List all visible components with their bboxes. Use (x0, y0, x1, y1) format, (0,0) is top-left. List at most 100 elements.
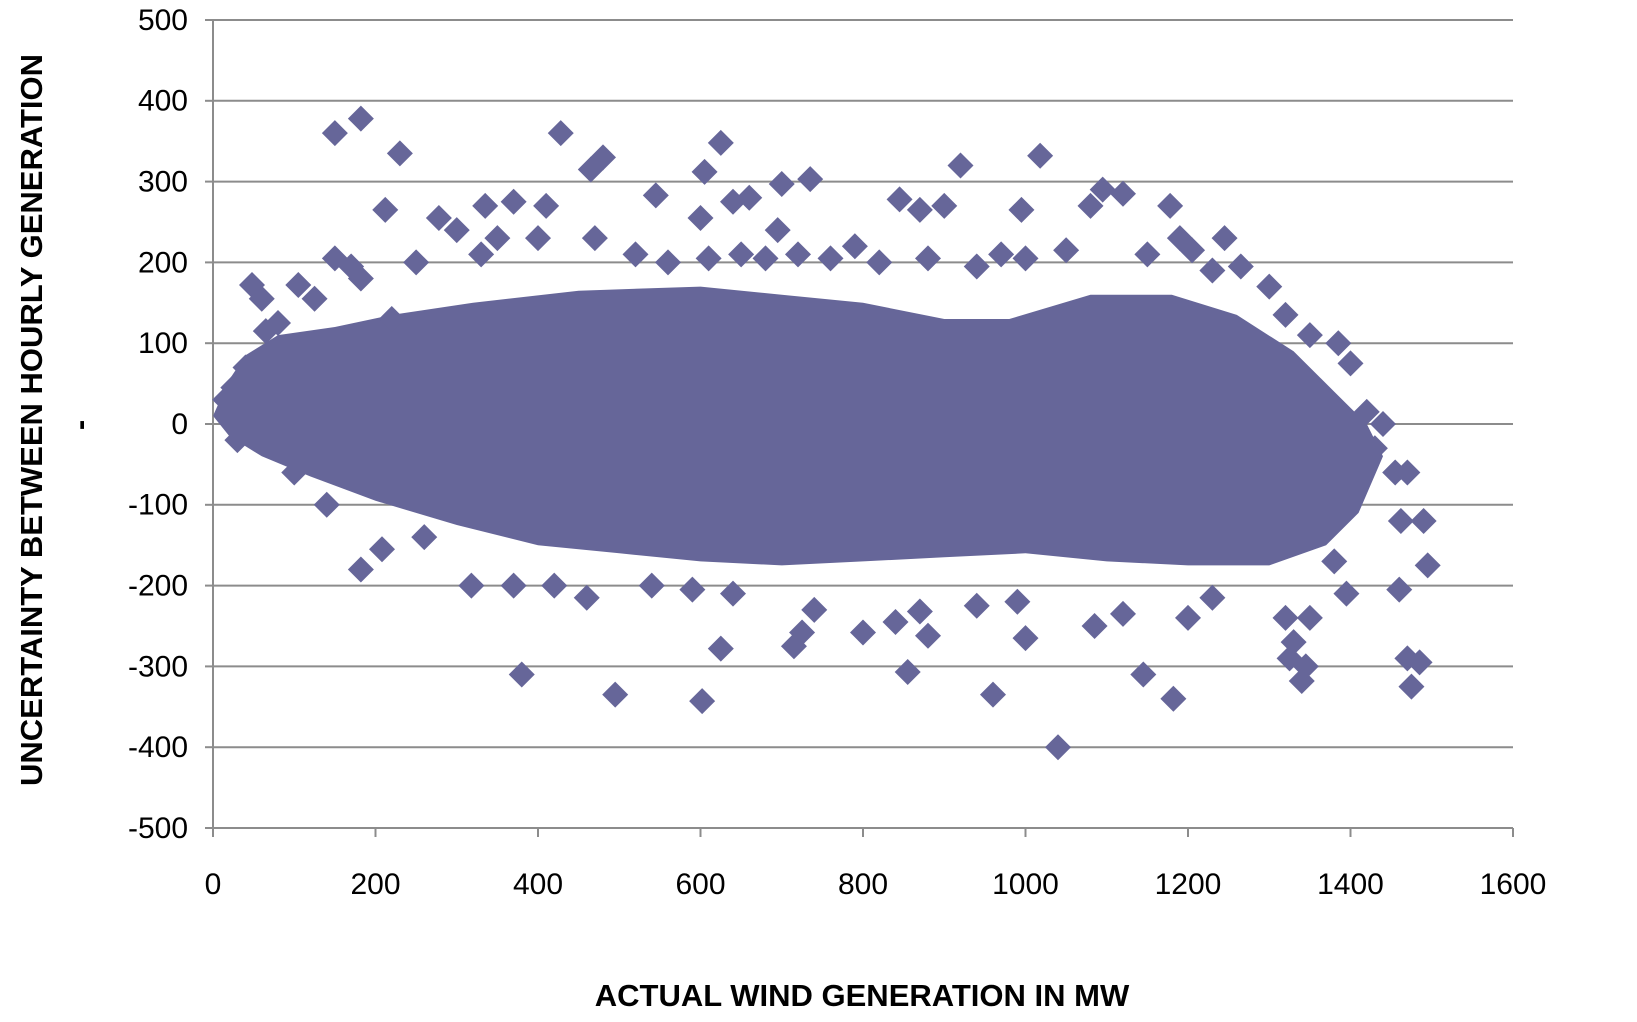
y-tick-label: 300 (138, 166, 188, 199)
scatter-point (1386, 576, 1413, 603)
scatter-dense-region (213, 286, 1383, 566)
scatter-point (1175, 604, 1201, 631)
scatter-point (1012, 625, 1039, 652)
scatter-point (313, 491, 340, 518)
y-tick-label: 400 (138, 85, 188, 118)
scatter-point (468, 241, 495, 268)
scatter-point (1045, 734, 1071, 761)
scatter-point (1394, 459, 1421, 486)
x-tick-label: 200 (350, 868, 400, 901)
scatter-point (1110, 600, 1136, 627)
scatter-point (797, 166, 824, 193)
scatter-point (707, 129, 734, 156)
scatter-point (817, 245, 844, 272)
scatter-point (988, 241, 1015, 268)
scatter-point (1337, 350, 1364, 377)
x-axis-title: ACTUAL WIND GENERATION IN MW (595, 978, 1130, 1013)
scatter-point (720, 580, 746, 607)
scatter-point (980, 681, 1006, 708)
scatter-point (882, 608, 909, 635)
x-tick-label: 600 (675, 868, 725, 901)
y-tick-label: -300 (128, 650, 188, 683)
scatter-point (642, 182, 669, 209)
axes (205, 19, 1514, 837)
scatter-point (228, 419, 255, 446)
scatter-point (1406, 649, 1433, 676)
scatter-point (1199, 584, 1226, 611)
y-tick-label: -100 (128, 489, 188, 522)
scatter-point (347, 265, 374, 292)
scatter-point (577, 156, 604, 183)
scatter-point (508, 661, 535, 688)
scatter-point (386, 140, 413, 167)
data-points (212, 105, 1441, 761)
scatter-point (472, 192, 499, 219)
scatter-point (1333, 580, 1360, 607)
scatter-point (1256, 273, 1283, 300)
scatter-point (1160, 685, 1187, 712)
scatter-point (963, 592, 990, 619)
scatter-point (764, 217, 791, 244)
scatter-point (541, 572, 568, 599)
scatter-point (906, 598, 933, 625)
scatter-point (369, 536, 395, 563)
x-tick-label: 400 (513, 868, 563, 901)
scatter-point (458, 572, 485, 599)
scatter-point (1053, 237, 1080, 264)
y-tick-label: 500 (138, 4, 188, 37)
scatter-point (1370, 411, 1396, 437)
scatter-point (1199, 257, 1226, 284)
scatter-point (285, 272, 312, 299)
scatter-point (841, 233, 868, 260)
y-tick-label: 200 (138, 246, 188, 279)
scatter-point (1321, 548, 1348, 575)
scatter-point (1004, 588, 1031, 615)
scatter-point (1296, 322, 1323, 349)
scatter-point (347, 105, 374, 132)
scatter-point (301, 285, 328, 312)
scatter-point (1272, 301, 1299, 328)
scatter-point (220, 374, 247, 401)
scatter-point (321, 120, 348, 147)
scatter-point (1077, 192, 1104, 219)
scatter-point (1410, 507, 1437, 534)
scatter-point (687, 204, 714, 231)
scatter-point (484, 225, 511, 252)
scatter-point (1027, 142, 1054, 169)
scatter-point (866, 249, 893, 276)
scatter-point (525, 225, 551, 252)
scatter-point (707, 635, 734, 662)
scatter-point (886, 186, 913, 213)
scatter-point (500, 572, 527, 599)
y-tick-label: -400 (128, 731, 188, 764)
scatter-point (689, 688, 716, 715)
x-tick-label: 0 (205, 868, 222, 901)
y-tick-label: -200 (128, 570, 188, 603)
y-tick-label: 100 (138, 327, 188, 360)
x-tick-label: 1000 (992, 868, 1059, 901)
scatter-point (1008, 196, 1035, 223)
scatter-point (931, 192, 958, 219)
scatter-point (1414, 552, 1441, 579)
scatter-point (1398, 673, 1425, 700)
scatter-point (768, 171, 795, 198)
scatter-point (533, 192, 560, 219)
scatter-point (443, 217, 470, 244)
scatter-point (602, 681, 629, 708)
scatter-point (801, 596, 828, 623)
scatter-point (1288, 667, 1315, 694)
scatter-point (248, 285, 275, 312)
scatter-point (850, 619, 876, 646)
scatter-point (1325, 330, 1352, 357)
scatter-point (347, 556, 374, 583)
scatter-point (1134, 241, 1161, 268)
scatter-point (947, 152, 974, 179)
scatter-point (736, 184, 763, 211)
x-tick-label: 1400 (1317, 868, 1384, 901)
scatter-point (403, 249, 430, 276)
scatter-point (906, 196, 933, 223)
scatter-point (1353, 398, 1380, 425)
scatter-point (1227, 253, 1254, 280)
